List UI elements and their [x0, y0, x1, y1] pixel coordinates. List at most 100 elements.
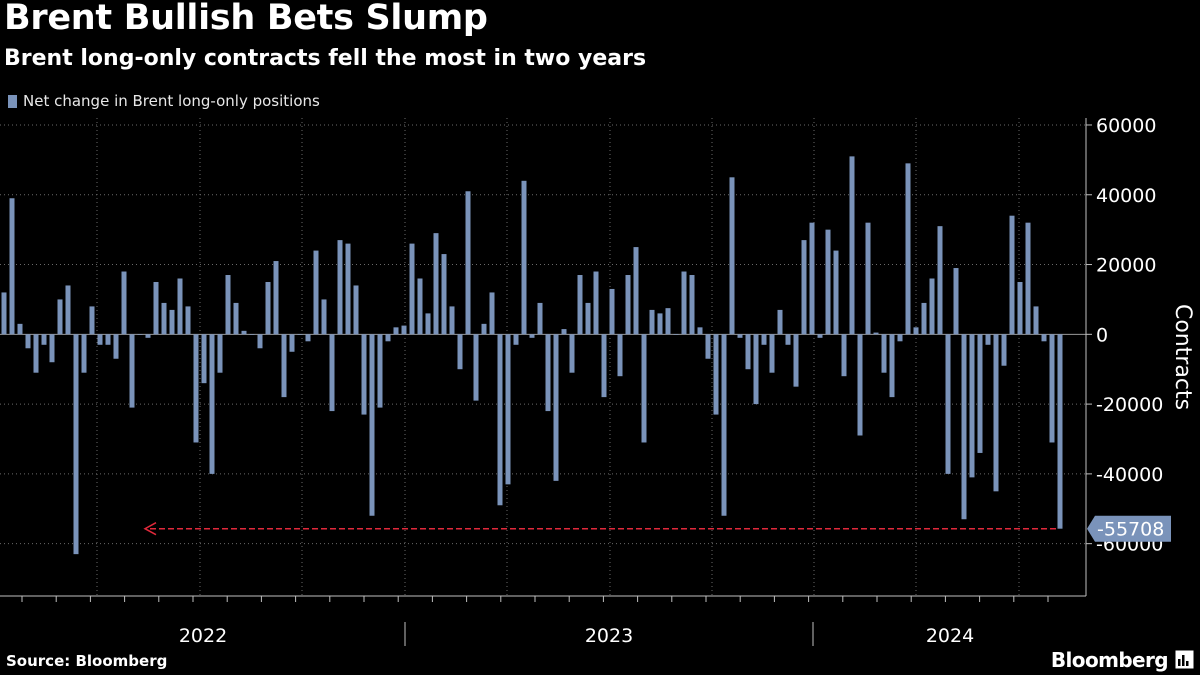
legend-label: Net change in Brent long-only positions	[23, 92, 320, 110]
bar	[953, 268, 959, 335]
bar	[409, 243, 415, 335]
bar	[801, 240, 807, 335]
bar	[313, 250, 319, 335]
bar	[41, 334, 47, 345]
x-year-label: 2024	[926, 625, 974, 647]
legend-swatch	[8, 94, 17, 108]
bar	[57, 299, 63, 335]
bar	[865, 222, 871, 335]
source-note: Source: Bloomberg	[6, 652, 168, 670]
bar	[873, 332, 879, 335]
bar	[673, 334, 679, 335]
bar	[657, 313, 663, 335]
bar	[161, 302, 167, 335]
bar	[809, 222, 815, 335]
bar	[969, 334, 975, 478]
bar	[817, 334, 823, 338]
y-tick-label: -20000	[1096, 394, 1163, 416]
bar	[689, 275, 695, 335]
bar	[609, 288, 615, 335]
bar	[305, 334, 311, 342]
value-callout-text: -55708	[1097, 519, 1164, 541]
bar	[185, 306, 191, 335]
bar	[249, 334, 255, 335]
bar	[737, 334, 743, 338]
bar	[569, 334, 575, 373]
bar	[73, 334, 79, 555]
y-axis-label: Contracts	[1170, 304, 1195, 410]
bar	[985, 334, 991, 345]
x-year-label: 2023	[585, 625, 633, 647]
bar	[369, 334, 375, 516]
bar	[881, 334, 887, 373]
bar	[385, 334, 391, 342]
bar	[289, 334, 295, 352]
bar	[545, 334, 551, 412]
bar	[977, 334, 983, 453]
bar	[209, 334, 215, 474]
bar	[89, 306, 95, 335]
bar	[9, 198, 15, 335]
bar	[705, 334, 711, 359]
bar	[217, 334, 223, 373]
bar	[177, 278, 183, 335]
bar	[521, 180, 527, 335]
bar	[25, 334, 31, 349]
y-tick-label: 20000	[1096, 255, 1156, 277]
bar	[1049, 334, 1055, 443]
bar	[1001, 334, 1007, 366]
bar	[153, 281, 159, 335]
bar	[321, 299, 327, 335]
y-tick-label: 0	[1096, 324, 1108, 346]
bar	[129, 334, 135, 408]
bar	[97, 334, 103, 345]
bar	[193, 334, 199, 443]
bar	[1009, 215, 1015, 335]
bar	[297, 334, 303, 335]
bar	[81, 334, 87, 373]
bar	[929, 278, 935, 335]
bar	[793, 334, 799, 387]
bar	[1057, 334, 1063, 529]
bar	[489, 292, 495, 335]
bar	[513, 334, 519, 345]
bar	[937, 226, 943, 335]
bar	[145, 334, 151, 338]
bar	[497, 334, 503, 506]
bar	[273, 261, 279, 335]
bar	[425, 313, 431, 335]
legend: Net change in Brent long-only positions	[8, 92, 320, 110]
bar	[841, 334, 847, 377]
bar	[529, 334, 535, 338]
bar	[697, 327, 703, 335]
bar	[401, 325, 407, 335]
brand-logo-text: Bloomberg	[1050, 648, 1169, 672]
bar	[745, 334, 751, 370]
bar	[665, 308, 671, 335]
bar	[417, 278, 423, 335]
bar	[265, 281, 271, 335]
bar	[753, 334, 759, 405]
bar	[833, 250, 839, 335]
bar	[465, 191, 471, 335]
bar	[137, 334, 143, 335]
bar	[585, 302, 591, 335]
bar	[905, 163, 911, 335]
bar	[561, 329, 567, 335]
bar	[577, 275, 583, 335]
bar	[617, 334, 623, 377]
bar	[473, 334, 479, 401]
chart-subtitle: Brent long-only contracts fell the most …	[4, 46, 647, 71]
bar	[345, 243, 351, 335]
bar	[761, 334, 767, 345]
bloomberg-chart-icon	[1175, 650, 1194, 669]
bar	[729, 177, 735, 335]
bar	[361, 334, 367, 415]
bar	[393, 327, 399, 335]
bar	[961, 334, 967, 520]
chart-title: Brent Bullish Bets Slump	[4, 0, 488, 38]
x-year-label: 2022	[179, 625, 227, 647]
bar	[121, 271, 127, 335]
bar	[433, 233, 439, 335]
bar	[481, 323, 487, 335]
